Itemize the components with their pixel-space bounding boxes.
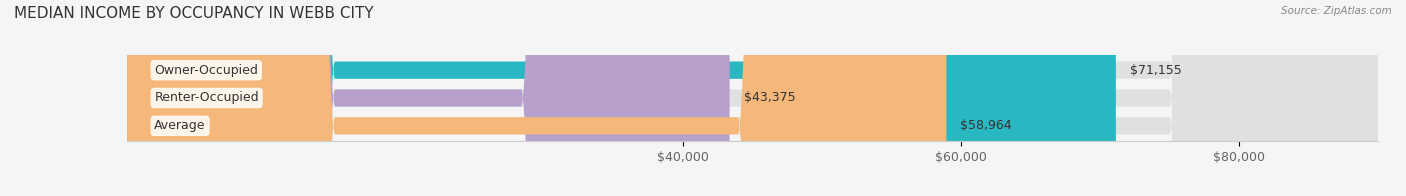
- FancyBboxPatch shape: [127, 0, 1378, 196]
- Text: Renter-Occupied: Renter-Occupied: [155, 92, 259, 104]
- Text: $71,155: $71,155: [1130, 64, 1181, 77]
- Text: MEDIAN INCOME BY OCCUPANCY IN WEBB CITY: MEDIAN INCOME BY OCCUPANCY IN WEBB CITY: [14, 6, 374, 21]
- Text: Source: ZipAtlas.com: Source: ZipAtlas.com: [1281, 6, 1392, 16]
- FancyBboxPatch shape: [127, 0, 946, 196]
- FancyBboxPatch shape: [127, 0, 1378, 196]
- FancyBboxPatch shape: [127, 0, 730, 196]
- Text: Average: Average: [155, 119, 205, 132]
- Text: Owner-Occupied: Owner-Occupied: [155, 64, 259, 77]
- FancyBboxPatch shape: [127, 0, 1378, 196]
- FancyBboxPatch shape: [127, 0, 1116, 196]
- Text: $43,375: $43,375: [744, 92, 796, 104]
- Text: $58,964: $58,964: [960, 119, 1012, 132]
